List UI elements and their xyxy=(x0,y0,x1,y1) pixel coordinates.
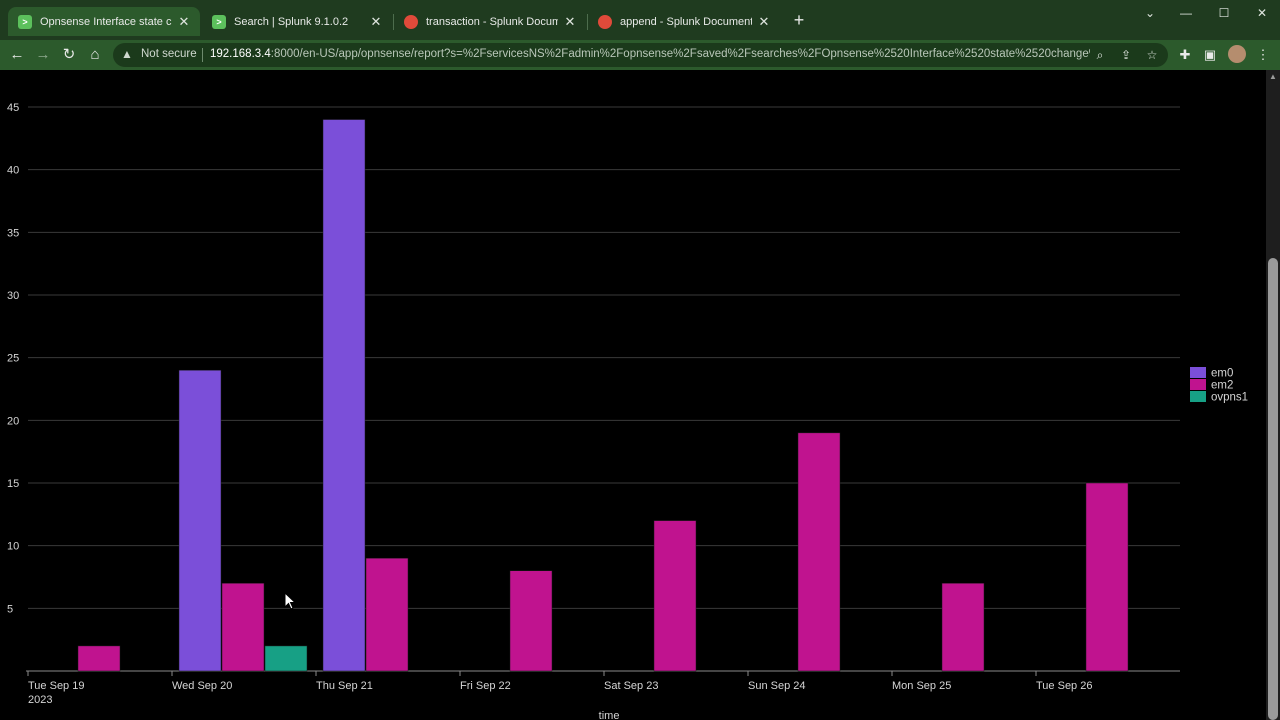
warning-triangle-icon[interactable]: ▲ xyxy=(121,47,133,61)
bar-em2[interactable] xyxy=(365,557,409,672)
y-tick-label: 45 xyxy=(7,102,19,114)
close-icon[interactable]: ✕ xyxy=(178,13,190,29)
x-tick-label: Tue Sep 19 xyxy=(28,680,84,692)
legend-swatch-em0[interactable] xyxy=(1190,367,1206,378)
legend-label-em2[interactable]: em2 xyxy=(1211,380,1233,392)
tab-search-chevron-icon[interactable]: ⌄ xyxy=(1144,6,1156,20)
x-year-label: 2023 xyxy=(28,694,52,706)
legend-swatch-em2[interactable] xyxy=(1190,379,1206,390)
x-tick-label: Sat Sep 23 xyxy=(604,680,658,692)
tab-transaction-docs[interactable]: transaction - Splunk Documentation ✕ xyxy=(394,7,586,36)
splunk-icon: > xyxy=(18,14,32,29)
share-icon[interactable]: ⇪ xyxy=(1120,48,1132,62)
new-tab-plus-icon[interactable]: + xyxy=(793,10,805,30)
bar-em2[interactable] xyxy=(941,583,985,672)
splunk-docs-icon xyxy=(404,14,418,29)
bar-ovpns1[interactable] xyxy=(264,645,308,672)
forward-arrow-icon[interactable]: → xyxy=(35,46,51,63)
address-bar[interactable]: ▲ Not secure 192.168.3.4:8000/en-US/app/… xyxy=(113,43,1168,67)
profile-avatar[interactable] xyxy=(1228,45,1246,63)
x-tick-label: Thu Sep 21 xyxy=(316,680,373,692)
side-panel-icon[interactable]: ▣ xyxy=(1203,47,1217,62)
y-tick-label: 25 xyxy=(7,353,19,365)
close-icon[interactable]: ✕ xyxy=(564,13,576,29)
tab-append-docs[interactable]: append - Splunk Documentation ✕ xyxy=(588,7,780,36)
legend-label-ovpns1[interactable]: ovpns1 xyxy=(1211,392,1248,404)
bar-em2[interactable] xyxy=(221,583,265,672)
y-tick-label: 35 xyxy=(7,227,19,239)
scrollbar-thumb[interactable] xyxy=(1268,258,1278,720)
splunk-docs-icon xyxy=(598,14,612,29)
mouse-cursor-icon xyxy=(284,592,297,610)
tab-title: append - Splunk Documentation xyxy=(620,15,752,28)
bar-em2[interactable] xyxy=(509,570,553,672)
address-divider xyxy=(202,48,203,62)
reload-icon[interactable]: ↻ xyxy=(62,46,76,63)
url-path: :8000/en-US/app/opnsense/report?s=%2Fser… xyxy=(270,48,1090,60)
bar-em2[interactable] xyxy=(1085,482,1129,672)
scroll-up-arrow-icon[interactable]: ▲ xyxy=(1269,72,1277,81)
bookmark-star-icon[interactable]: ☆ xyxy=(1146,48,1158,62)
bar-chart: 5 10 15 20 25 30 35 40 45 Tue Sep 19 Wed Sep 20 Th… xyxy=(7,102,1248,720)
bar-em0[interactable] xyxy=(322,119,366,672)
x-tick-label: Mon Sep 25 xyxy=(892,680,951,692)
bar-em0[interactable] xyxy=(178,369,222,672)
bar-em2[interactable] xyxy=(653,520,697,672)
url-host: 192.168.3.4 xyxy=(210,48,271,60)
x-axis: Tue Sep 19 Wed Sep 20 Thu Sep 21 Fri Sep 22… xyxy=(27,671,1092,720)
tab-separator xyxy=(393,14,394,30)
y-tick-label: 30 xyxy=(7,290,19,302)
back-arrow-icon[interactable]: ← xyxy=(9,46,25,63)
maximize-icon[interactable]: ☐ xyxy=(1218,6,1230,20)
tab-opnsense-report[interactable]: > Opnsense Interface state change ✕ xyxy=(8,7,200,36)
window-close-icon[interactable]: ✕ xyxy=(1256,6,1268,20)
x-tick-label: Tue Sep 26 xyxy=(1036,680,1092,692)
minimize-icon[interactable]: — xyxy=(1180,6,1192,20)
close-icon[interactable]: ✕ xyxy=(370,13,382,29)
home-icon[interactable]: ⌂ xyxy=(90,46,100,63)
url-text[interactable]: 192.168.3.4:8000/en-US/app/opnsense/repo… xyxy=(210,48,1090,60)
splunk-icon: > xyxy=(212,14,226,29)
y-tick-label: 5 xyxy=(7,603,13,615)
x-axis-title: _time xyxy=(592,710,620,720)
menu-kebab-icon[interactable]: ⋮ xyxy=(1256,47,1270,62)
bar-em2[interactable] xyxy=(797,432,841,672)
browser-tab-strip: > Opnsense Interface state change ✕ > Se… xyxy=(0,0,1280,40)
extensions-puzzle-icon[interactable]: ✚ xyxy=(1179,47,1191,62)
x-tick-label: Wed Sep 20 xyxy=(172,680,232,692)
y-tick-label: 15 xyxy=(7,478,19,490)
tab-separator xyxy=(587,14,588,30)
legend-label-em0[interactable]: em0 xyxy=(1211,368,1233,380)
bars xyxy=(77,119,1129,672)
tab-title: Search | Splunk 9.1.0.2 xyxy=(234,15,349,28)
close-icon[interactable]: ✕ xyxy=(758,13,770,29)
tab-title: transaction - Splunk Documentation xyxy=(426,15,558,28)
legend-swatch-ovpns1[interactable] xyxy=(1190,391,1206,402)
zoom-icon[interactable]: ⌕ xyxy=(1096,48,1104,62)
tab-title: Opnsense Interface state change xyxy=(40,15,172,28)
y-tick-label: 40 xyxy=(7,165,19,177)
tab-splunk-search[interactable]: > Search | Splunk 9.1.0.2 ✕ xyxy=(202,7,392,36)
y-tick-label: 10 xyxy=(7,541,19,553)
not-secure-label[interactable]: Not secure xyxy=(141,48,197,60)
bar-em2[interactable] xyxy=(77,645,121,672)
y-axis: 5 10 15 20 25 30 35 40 45 xyxy=(7,102,19,615)
y-tick-label: 20 xyxy=(7,415,19,427)
x-tick-label: Fri Sep 22 xyxy=(460,680,511,692)
x-tick-label: Sun Sep 24 xyxy=(748,680,806,692)
